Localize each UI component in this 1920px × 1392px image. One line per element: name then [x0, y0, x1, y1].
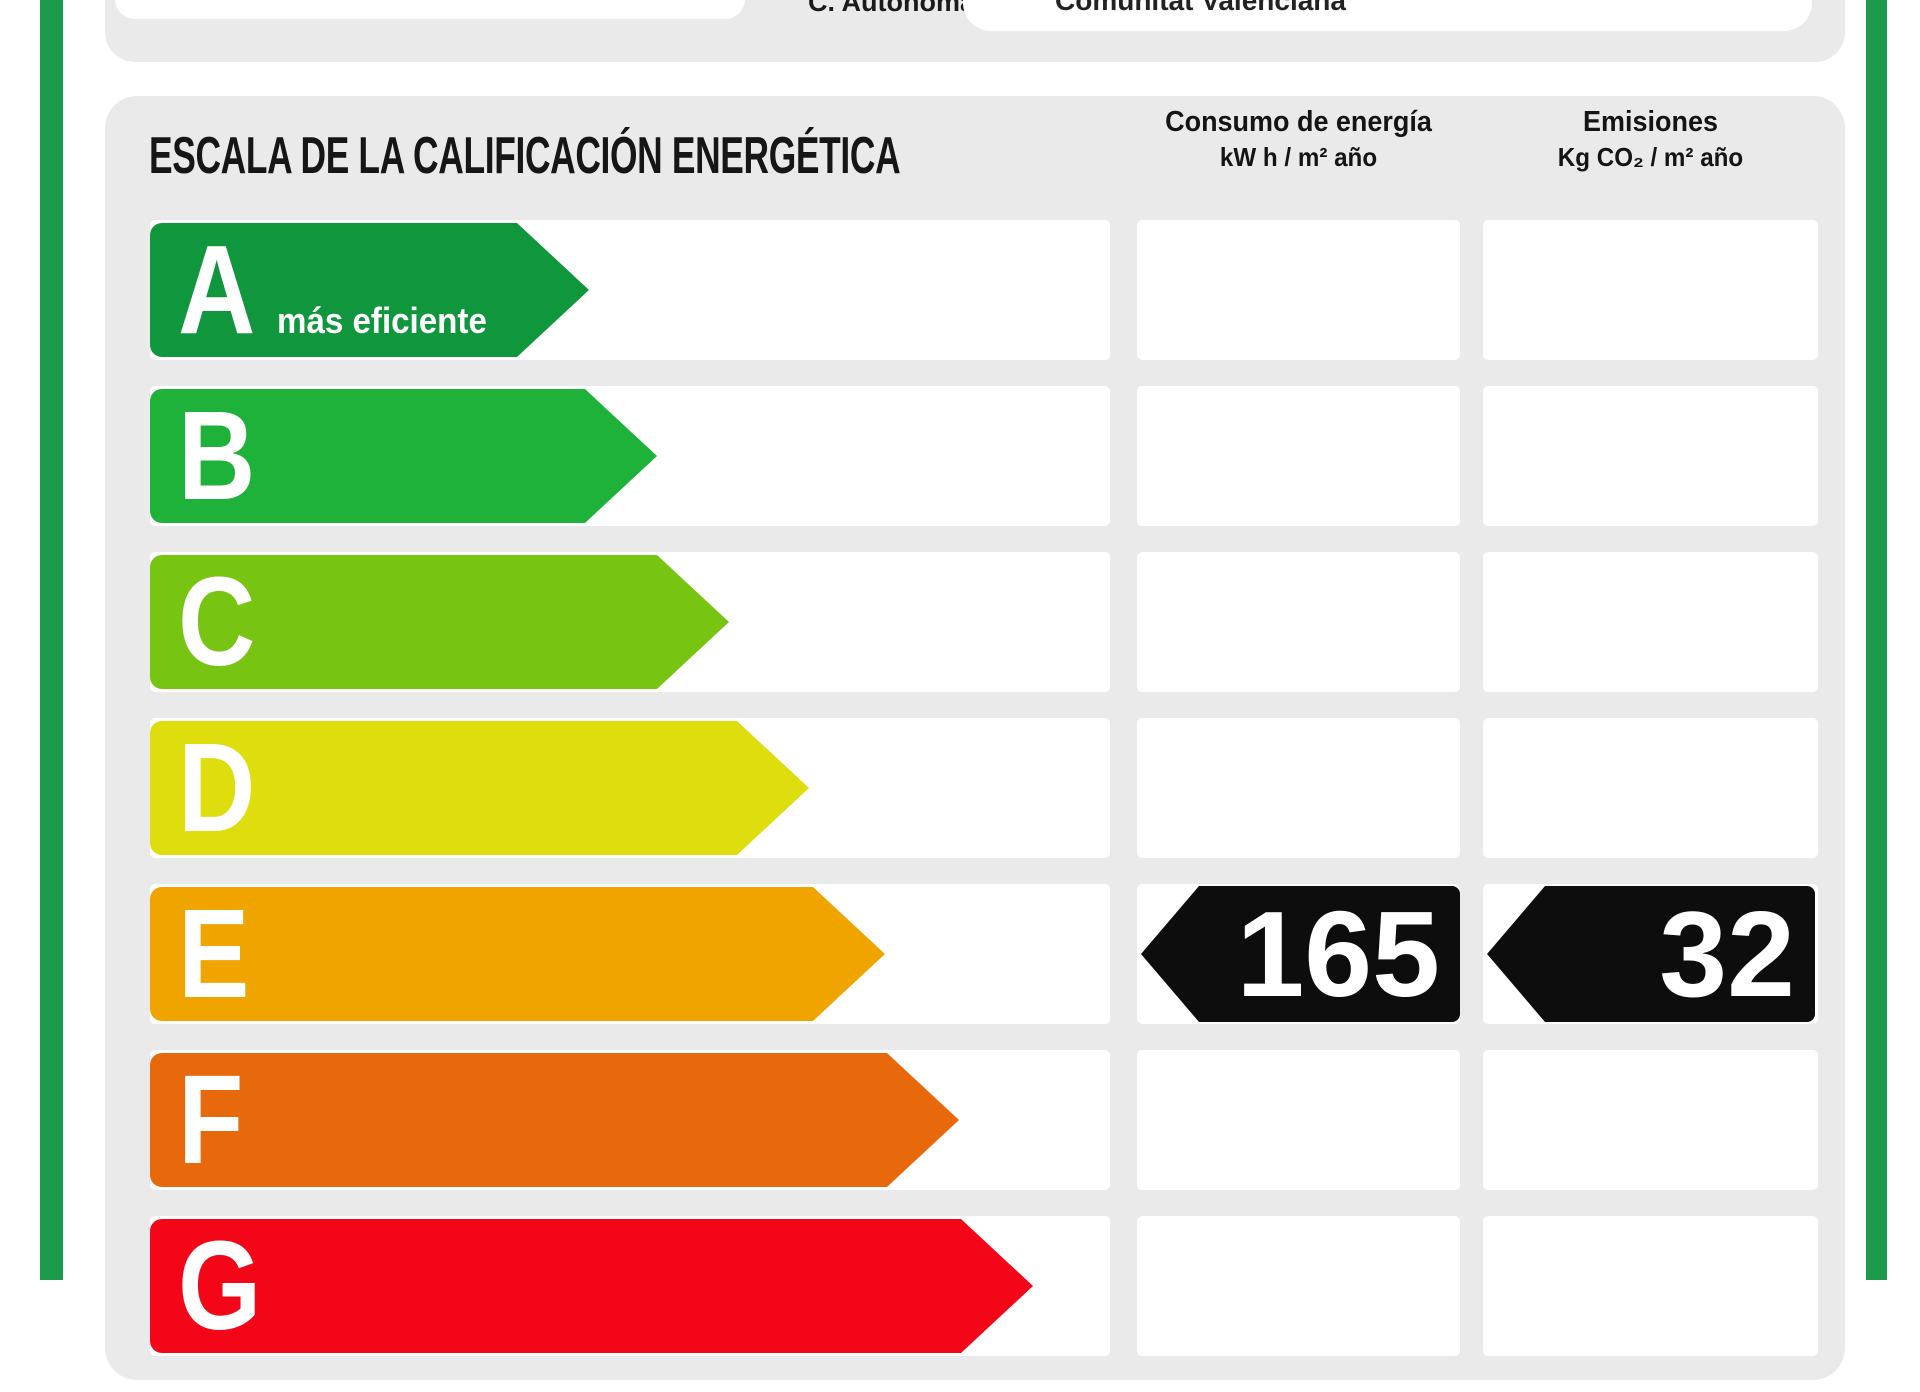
rating-letter: A: [178, 219, 256, 360]
rating-bar: B: [150, 389, 657, 523]
consumo-cell: [1137, 386, 1460, 526]
consumo-badge: 165: [1141, 886, 1460, 1022]
rating-row: C: [0, 550, 1920, 694]
page-border-right: [1866, 0, 1887, 1280]
rating-bar: C: [150, 555, 729, 689]
rating-row: F: [0, 1048, 1920, 1192]
rating-row: G: [0, 1214, 1920, 1358]
emisiones-cell: [1483, 1216, 1818, 1356]
emisiones-header-line2: Kg CO₂ / m² año: [1557, 142, 1744, 172]
consumo-value: 165: [1236, 886, 1440, 1022]
rating-bar: F: [150, 1053, 959, 1187]
page-border-left: [40, 0, 63, 1280]
rating-bar: D: [150, 721, 809, 855]
rating-row: B: [0, 384, 1920, 528]
emisiones-header-line1: Emisiones: [1583, 106, 1718, 138]
rating-letter: G: [178, 1215, 262, 1356]
consumo-header-line1: Consumo de energía: [1165, 106, 1432, 138]
consumo-header-line2: kW h / m² año: [1219, 142, 1378, 172]
rating-letter: E: [178, 883, 250, 1024]
emisiones-column-header: Emisiones Kg CO₂ / m² año: [1495, 104, 1807, 174]
rating-bar: G: [150, 1219, 1033, 1353]
emisiones-cell: [1483, 386, 1818, 526]
rating-row: D: [0, 716, 1920, 860]
consumo-cell: [1137, 552, 1460, 692]
form-field-left[interactable]: [115, 0, 745, 19]
autonoma-value: Comunitat Valenciana: [1055, 0, 1346, 16]
autonoma-field[interactable]: [963, 0, 1812, 31]
rating-letter: C: [178, 551, 256, 692]
emisiones-cell: [1483, 1050, 1818, 1190]
emisiones-cell: [1483, 552, 1818, 692]
rating-letter: D: [178, 717, 256, 858]
emisiones-cell: [1483, 220, 1818, 360]
consumo-cell: [1137, 220, 1460, 360]
rating-letter: F: [178, 1049, 244, 1190]
emisiones-badge: 32: [1487, 886, 1815, 1022]
consumo-column-header: Consumo de energía kW h / m² año: [1148, 104, 1448, 174]
scale-title: ESCALA DE LA CALIFICACIÓN ENERGÉTICA: [149, 127, 901, 185]
rating-label: más eficiente: [277, 300, 487, 341]
rating-letter: B: [178, 385, 256, 526]
emisiones-value: 32: [1659, 886, 1795, 1022]
rating-row: E 165 32: [0, 882, 1920, 1026]
autonoma-label: C. Autónoma: [808, 0, 975, 17]
consumo-cell: [1137, 718, 1460, 858]
consumo-cell: [1137, 1216, 1460, 1356]
rating-bar: E: [150, 887, 885, 1021]
consumo-cell: [1137, 1050, 1460, 1190]
emisiones-cell: [1483, 718, 1818, 858]
